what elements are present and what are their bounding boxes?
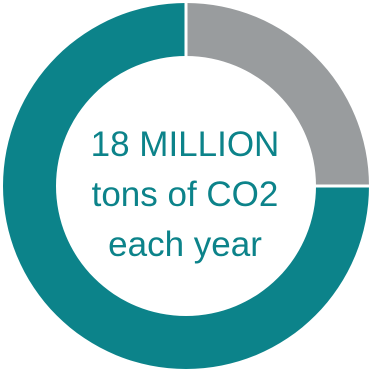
center-label-line-3: each year xyxy=(108,225,262,264)
center-label-line-1: 18 MILLION xyxy=(90,125,280,164)
center-label: 18 MILLION tons of CO2 each year xyxy=(60,120,310,270)
donut-slice-gray xyxy=(186,3,369,186)
center-label-line-2: tons of CO2 xyxy=(91,175,279,214)
